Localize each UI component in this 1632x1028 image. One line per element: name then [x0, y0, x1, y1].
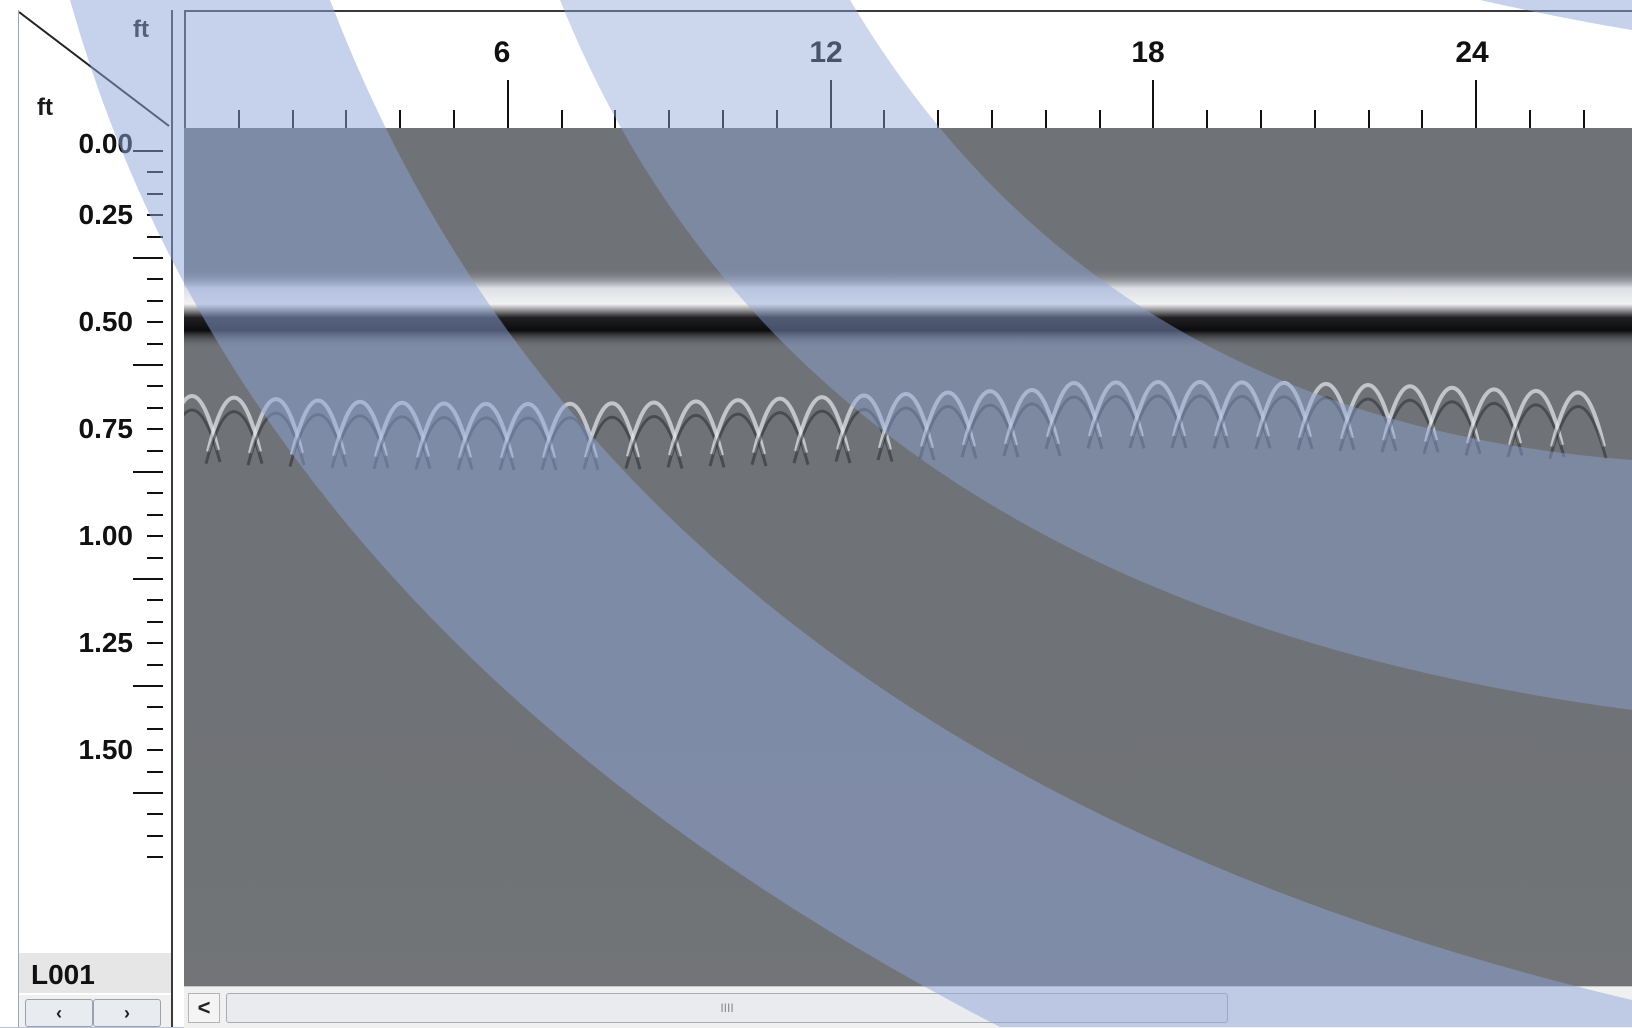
depth-label: 1.50: [78, 734, 134, 765]
depth-panel: ft ft 0.00 0.25 0.50 0.75 1.00 1.25 1.50…: [18, 10, 173, 1027]
chevron-right-icon: ›: [124, 1003, 130, 1023]
minor-tick: [1582, 110, 1585, 128]
depth-label: 1.00: [78, 520, 134, 551]
depth-label: 1.25: [78, 627, 134, 658]
minor-tick: [614, 110, 617, 128]
minor-tick: [147, 342, 163, 345]
axis-corner: ft ft: [18, 10, 171, 128]
surface-reflection: [184, 268, 1632, 348]
prev-line-button[interactable]: ‹: [25, 999, 93, 1027]
minor-tick: [291, 110, 294, 128]
minor-tick: [147, 192, 163, 195]
minor-tick: [147, 299, 163, 302]
scrollbar-thumb[interactable]: IIII: [226, 993, 1228, 1023]
minor-tick: [147, 770, 163, 773]
minor-tick: [883, 110, 886, 128]
minor-tick: [147, 813, 163, 816]
minor-tick: [147, 642, 163, 645]
minor-tick: [147, 599, 163, 602]
next-line-button[interactable]: ›: [93, 999, 161, 1027]
minor-tick: [147, 428, 163, 431]
distance-label: 12: [809, 36, 843, 69]
minor-tick: [345, 110, 348, 128]
minor-tick: [147, 235, 163, 238]
minor-tick: [1098, 110, 1101, 128]
major-tick: [133, 150, 163, 152]
minor-tick: [991, 110, 993, 128]
minor-tick: [399, 110, 402, 128]
minor-tick: [147, 449, 163, 452]
y-unit-label: ft: [37, 94, 53, 121]
minor-tick: [147, 620, 163, 623]
line-name-box: L001: [19, 953, 171, 993]
minor-tick: [147, 856, 163, 859]
major-tick: [506, 80, 509, 128]
minor-tick: [1367, 110, 1370, 128]
scroll-left-button[interactable]: <: [188, 993, 220, 1023]
chevron-left-icon: ‹: [56, 1003, 62, 1023]
minor-tick: [775, 110, 778, 128]
distance-label: 6: [493, 36, 511, 69]
minor-tick: [237, 110, 240, 128]
minor-tick: [722, 110, 724, 128]
minor-tick: [147, 214, 163, 217]
radargram-view[interactable]: [184, 128, 1632, 986]
minor-tick: [453, 110, 455, 128]
minor-tick: [937, 110, 940, 128]
major-tick: [133, 578, 163, 580]
horizontal-scrollbar[interactable]: < IIII: [184, 986, 1632, 1028]
major-tick: [1152, 80, 1155, 128]
minor-tick: [147, 492, 163, 495]
minor-tick: [147, 321, 163, 324]
minor-tick: [147, 278, 163, 281]
depth-label: 0.75: [78, 413, 134, 444]
major-tick: [133, 471, 163, 473]
distance-ruler: 6 12 18 24: [184, 10, 1632, 130]
minor-tick: [1260, 110, 1262, 128]
x-unit-label: ft: [133, 16, 149, 43]
minor-tick: [147, 556, 163, 559]
depth-label: 0.00: [78, 128, 134, 159]
minor-tick: [147, 834, 163, 837]
minor-tick: [147, 749, 163, 752]
minor-tick: [668, 110, 671, 128]
radargram-image: [184, 128, 1632, 986]
minor-tick: [147, 727, 163, 730]
minor-tick: [1421, 110, 1424, 128]
minor-tick: [560, 110, 563, 128]
minor-tick: [1529, 110, 1531, 128]
minor-tick: [147, 513, 163, 516]
major-tick: [133, 257, 163, 259]
depth-label: 0.50: [78, 306, 134, 337]
minor-tick: [147, 535, 163, 538]
minor-tick: [147, 406, 163, 409]
minor-tick: [147, 385, 163, 388]
depth-label: 0.25: [78, 199, 134, 230]
minor-tick: [1044, 110, 1047, 128]
major-tick: [133, 685, 163, 687]
grip-icon: IIII: [720, 1001, 734, 1015]
minor-tick: [147, 663, 163, 666]
minor-tick: [1206, 110, 1209, 128]
major-tick: [1475, 80, 1478, 128]
line-nav-bar: ‹ ›: [19, 995, 171, 1027]
minor-tick: [147, 171, 163, 174]
depth-scale: 0.00 0.25 0.50 0.75 1.00 1.25 1.50: [19, 128, 171, 958]
major-tick: [133, 364, 163, 366]
minor-tick: [1313, 110, 1316, 128]
chevron-left-icon: <: [197, 995, 211, 1020]
distance-label: 24: [1455, 36, 1489, 69]
minor-tick: [147, 706, 163, 709]
line-name: L001: [31, 959, 95, 990]
major-tick: [829, 80, 832, 128]
major-tick: [133, 792, 163, 794]
distance-label: 18: [1131, 36, 1165, 69]
